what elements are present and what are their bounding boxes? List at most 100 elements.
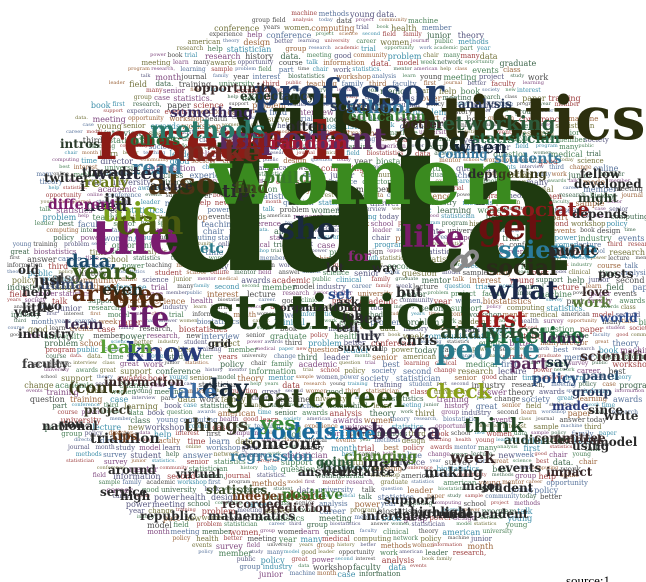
background-word: community: [485, 493, 520, 500]
background-word: member: [164, 199, 199, 208]
background-word: meeting: [614, 185, 644, 193]
background-word: second: [362, 31, 381, 37]
background-word: second: [519, 325, 538, 331]
background-word: model: [397, 59, 419, 67]
background-word: great: [594, 339, 609, 345]
cloud-word: statistical: [208, 285, 475, 342]
background-word: power: [80, 234, 103, 242]
background-word: great: [99, 367, 117, 374]
background-word: public: [328, 248, 354, 257]
background-word: opportunity: [464, 59, 495, 65]
background-word: statistician: [224, 521, 258, 528]
background-word: many: [266, 549, 284, 556]
background-word: family: [371, 276, 391, 283]
background-word: academic: [457, 318, 492, 326]
background-word: workshop: [314, 227, 344, 234]
background-word: year: [539, 101, 552, 107]
background-word: second: [436, 472, 455, 478]
background-word: science: [241, 493, 261, 499]
background-word: women,: [514, 157, 539, 164]
background-word: case: [110, 395, 129, 404]
background-word: study: [249, 549, 264, 555]
background-word: medical: [255, 346, 276, 352]
background-word: data.: [235, 437, 256, 446]
background-word: online: [397, 451, 423, 460]
background-word: book: [483, 178, 498, 185]
background-word: program: [418, 220, 441, 226]
background-word: director: [73, 437, 95, 443]
cloud-word: national: [42, 418, 98, 433]
background-word: opportunity: [456, 472, 487, 478]
background-word: many: [443, 52, 461, 59]
background-word: data: [298, 563, 310, 569]
background-word: good: [316, 458, 337, 467]
background-word: industry: [162, 304, 188, 311]
background-word: project: [395, 234, 424, 243]
background-word: computing: [179, 416, 218, 424]
background-word: good: [426, 213, 439, 219]
background-word: research,: [486, 262, 516, 269]
background-word: methods: [385, 108, 412, 115]
background-word: new: [505, 87, 516, 93]
cloud-word: important: [218, 121, 387, 157]
background-word: new: [368, 458, 380, 464]
background-word: learning: [420, 339, 442, 345]
background-word: good: [538, 157, 559, 166]
background-word: change: [433, 367, 456, 374]
background-word: answer: [158, 318, 178, 324]
background-word: class: [67, 178, 80, 184]
background-word: best: [59, 164, 70, 170]
background-word: young: [510, 486, 533, 494]
background-word: project: [490, 500, 509, 506]
background-word: career.: [258, 297, 277, 303]
background-word: model: [107, 311, 130, 319]
background-word: lecture: [233, 87, 260, 95]
background-word: career: [430, 234, 451, 241]
background-word: network: [315, 318, 337, 324]
background-word: chair: [498, 374, 518, 382]
cloud-word: analysis: [458, 96, 512, 111]
background-word: young: [420, 73, 442, 81]
background-word: journal: [536, 416, 555, 422]
background-word: events: [491, 416, 515, 424]
background-word: lecture: [246, 290, 276, 299]
background-word: group: [134, 234, 156, 242]
background-word: information: [323, 59, 365, 67]
background-word: student: [606, 325, 626, 331]
background-word: member: [635, 255, 646, 261]
background-word: academic: [334, 45, 359, 51]
background-word: policy: [11, 276, 36, 285]
background-word: third: [584, 423, 602, 431]
background-word: group: [288, 248, 310, 256]
background-word: university: [43, 332, 85, 341]
background-word: medical: [217, 276, 238, 282]
background-word: case: [212, 423, 231, 432]
cloud-word: getting: [498, 166, 547, 181]
background-word: opportunity: [387, 248, 417, 254]
background-word: public: [186, 290, 203, 296]
background-word: program: [314, 143, 341, 150]
background-word: young: [505, 521, 528, 529]
background-word: industry: [316, 283, 346, 291]
background-word: third: [523, 332, 543, 341]
background-word: events: [26, 388, 43, 394]
background-word: statistician: [226, 45, 272, 54]
background-word: biostatistics: [380, 395, 424, 403]
background-word: university: [311, 395, 347, 403]
background-word: awards: [430, 444, 453, 451]
background-word: great: [296, 241, 314, 248]
background-word: month: [82, 150, 99, 156]
background-word: month: [233, 311, 257, 319]
background-word: years: [411, 311, 425, 317]
background-word: answer: [317, 234, 340, 241]
background-word: model: [456, 521, 472, 527]
background-word: month: [31, 318, 54, 326]
background-word: clinical: [354, 395, 373, 401]
background-word: third: [369, 80, 387, 88]
background-word: junior: [164, 360, 180, 366]
background-word: medical: [242, 241, 270, 249]
background-word: talk: [452, 276, 464, 283]
background-word: senior: [606, 199, 623, 205]
background-word: trial: [168, 311, 184, 319]
background-word: network: [553, 367, 575, 373]
